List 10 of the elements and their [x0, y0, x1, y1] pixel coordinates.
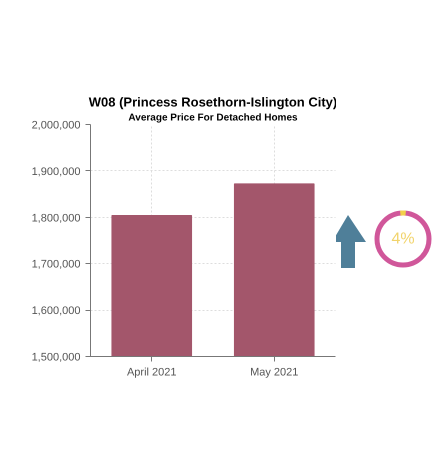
- y-tick-label: 1,600,000: [32, 305, 80, 318]
- y-tick-label: 1,700,000: [32, 258, 80, 271]
- y-tick-label: 1,900,000: [32, 166, 80, 178]
- y-tick-label: 2,000,000: [32, 120, 80, 132]
- y-tick-label: 1,500,000: [32, 352, 80, 364]
- chart-subtitle: Average Price For Detached Homes: [128, 112, 298, 124]
- x-tick-label: April 2021: [126, 366, 177, 378]
- text: 4%: [391, 230, 415, 248]
- x-tick-label: May 2021: [250, 366, 298, 378]
- y-tick-label: 1,800,000: [32, 212, 80, 224]
